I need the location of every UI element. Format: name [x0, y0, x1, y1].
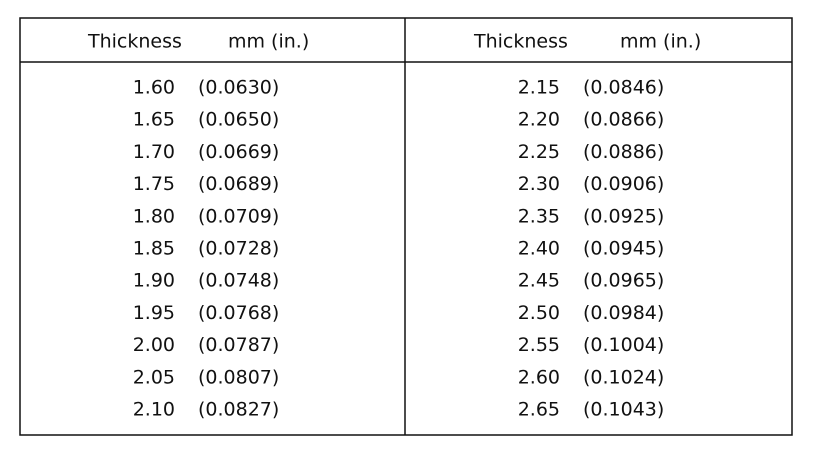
thickness-in: (0.0650): [198, 109, 279, 131]
thickness-mm: 2.55: [518, 334, 560, 356]
thickness-mm: 2.15: [518, 77, 560, 99]
thickness-in: (0.0787): [198, 334, 279, 356]
thickness-in: (0.0965): [583, 270, 664, 292]
thickness-in: (0.0709): [198, 205, 279, 227]
thickness-mm: 2.45: [518, 270, 560, 292]
table-border: [19, 17, 793, 436]
header-label: Thickness: [473, 31, 568, 53]
thickness-mm: 2.00: [133, 334, 175, 356]
thickness-mm: 1.75: [133, 173, 175, 195]
thickness-in: (0.0807): [198, 366, 279, 388]
thickness-in: (0.0768): [198, 302, 279, 324]
thickness-in: (0.0748): [198, 270, 279, 292]
header-unit: mm (in.): [620, 31, 701, 53]
thickness-mm: 2.50: [518, 302, 560, 324]
thickness-in: (0.0669): [198, 141, 279, 163]
thickness-mm: 2.10: [133, 399, 175, 421]
thickness-in: (0.0630): [198, 77, 279, 99]
thickness-in: (0.0984): [583, 302, 664, 324]
thickness-in: (0.0728): [198, 238, 279, 260]
thickness-mm: 2.35: [518, 205, 560, 227]
thickness-mm: 1.80: [133, 205, 175, 227]
header-label: Thickness: [87, 31, 182, 53]
thickness-in: (0.0906): [583, 173, 664, 195]
thickness-mm: 2.05: [133, 366, 175, 388]
thickness-mm: 2.60: [518, 366, 560, 388]
thickness-mm: 1.65: [133, 109, 175, 131]
thickness-mm: 1.70: [133, 141, 175, 163]
thickness-in: (0.0866): [583, 109, 664, 131]
thickness-in: (0.0689): [198, 173, 279, 195]
thickness-mm: 2.30: [518, 173, 560, 195]
thickness-mm: 2.65: [518, 399, 560, 421]
thickness-mm: 2.25: [518, 141, 560, 163]
thickness-mm: 2.20: [518, 109, 560, 131]
thickness-in: (0.1024): [583, 366, 664, 388]
thickness-in: (0.0925): [583, 205, 664, 227]
thickness-in: (0.0886): [583, 141, 664, 163]
thickness-mm: 1.90: [133, 270, 175, 292]
thickness-in: (0.1043): [583, 399, 664, 421]
thickness-mm: 2.40: [518, 238, 560, 260]
thickness-in: (0.1004): [583, 334, 664, 356]
thickness-mm: 1.95: [133, 302, 175, 324]
thickness-in: (0.0945): [583, 238, 664, 260]
thickness-in: (0.0846): [583, 77, 664, 99]
header-unit: mm (in.): [228, 31, 309, 53]
thickness-mm: 1.60: [133, 77, 175, 99]
thickness-mm: 1.85: [133, 238, 175, 260]
thickness-in: (0.0827): [198, 399, 279, 421]
